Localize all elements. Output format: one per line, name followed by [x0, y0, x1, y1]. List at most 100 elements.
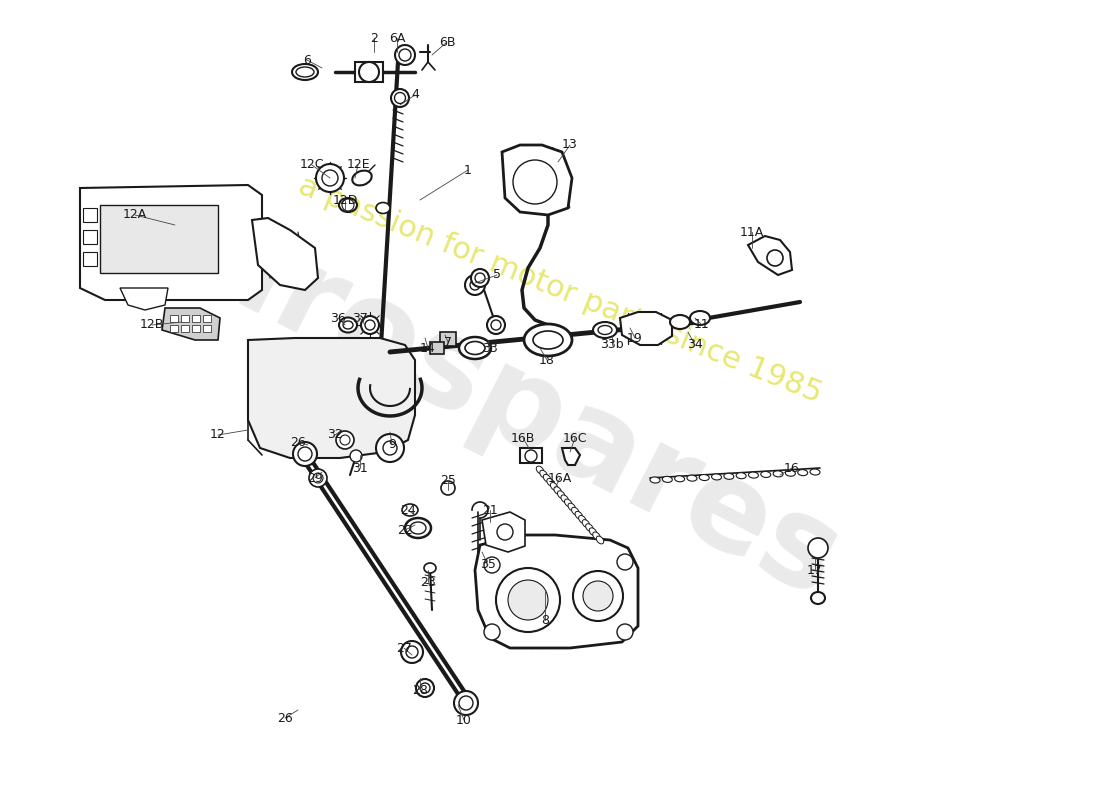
Polygon shape — [120, 288, 168, 310]
Circle shape — [617, 554, 632, 570]
Circle shape — [454, 691, 478, 715]
Ellipse shape — [561, 495, 569, 502]
Ellipse shape — [420, 683, 430, 693]
Polygon shape — [620, 312, 672, 345]
Text: 23: 23 — [420, 575, 436, 589]
Text: 24: 24 — [400, 503, 416, 517]
Ellipse shape — [572, 507, 579, 515]
Circle shape — [525, 450, 537, 462]
Text: 31: 31 — [352, 462, 367, 474]
Text: 4: 4 — [411, 89, 419, 102]
Ellipse shape — [785, 470, 795, 476]
Text: 2: 2 — [370, 31, 378, 45]
Ellipse shape — [537, 466, 543, 474]
Text: 37: 37 — [352, 311, 367, 325]
Text: 12D: 12D — [332, 194, 358, 206]
Ellipse shape — [558, 491, 565, 498]
Circle shape — [383, 441, 397, 455]
Circle shape — [583, 581, 613, 611]
Ellipse shape — [410, 522, 426, 534]
Text: 12A: 12A — [123, 209, 147, 222]
Ellipse shape — [593, 322, 617, 338]
Bar — [182, 325, 189, 332]
Circle shape — [767, 250, 783, 266]
Ellipse shape — [390, 89, 409, 107]
Ellipse shape — [670, 315, 690, 329]
Ellipse shape — [712, 474, 722, 480]
Text: 16A: 16A — [548, 471, 572, 485]
Ellipse shape — [399, 49, 411, 61]
Text: 22: 22 — [397, 523, 412, 537]
Bar — [430, 342, 444, 354]
Text: 27: 27 — [396, 642, 411, 654]
Bar — [192, 325, 200, 332]
Ellipse shape — [568, 503, 575, 511]
Circle shape — [406, 646, 418, 658]
Ellipse shape — [547, 478, 554, 486]
Bar — [204, 315, 211, 322]
Circle shape — [309, 469, 327, 487]
Bar — [170, 315, 178, 322]
Polygon shape — [248, 338, 415, 458]
Text: 33: 33 — [482, 342, 498, 354]
Ellipse shape — [798, 470, 807, 476]
Ellipse shape — [339, 198, 358, 212]
Circle shape — [513, 160, 557, 204]
Text: 16B: 16B — [510, 431, 536, 445]
Bar — [192, 315, 200, 322]
Ellipse shape — [292, 64, 318, 80]
Ellipse shape — [598, 326, 612, 334]
Polygon shape — [162, 308, 220, 340]
Text: 36: 36 — [330, 311, 345, 325]
Ellipse shape — [674, 476, 684, 482]
Circle shape — [376, 434, 404, 462]
Circle shape — [487, 316, 505, 334]
Ellipse shape — [686, 475, 697, 481]
Ellipse shape — [352, 170, 372, 186]
Ellipse shape — [339, 318, 358, 333]
Text: 16C: 16C — [563, 431, 587, 445]
Circle shape — [314, 473, 323, 483]
Text: 18: 18 — [539, 354, 554, 366]
Ellipse shape — [524, 324, 572, 356]
Ellipse shape — [322, 170, 338, 186]
Text: 12: 12 — [210, 429, 225, 442]
Ellipse shape — [724, 474, 734, 479]
Circle shape — [293, 442, 317, 466]
Circle shape — [470, 280, 480, 290]
Polygon shape — [80, 185, 262, 300]
Ellipse shape — [582, 520, 590, 527]
Text: 12C: 12C — [299, 158, 324, 171]
Ellipse shape — [405, 518, 431, 538]
Circle shape — [497, 524, 513, 540]
Text: 12B: 12B — [140, 318, 164, 331]
Bar — [170, 325, 178, 332]
Ellipse shape — [361, 316, 379, 334]
Polygon shape — [252, 218, 318, 290]
Circle shape — [298, 447, 312, 461]
Ellipse shape — [424, 563, 436, 573]
Ellipse shape — [365, 320, 375, 330]
Polygon shape — [502, 145, 572, 215]
Text: 35: 35 — [480, 558, 496, 571]
Text: 8: 8 — [541, 614, 549, 626]
Ellipse shape — [579, 515, 586, 523]
Polygon shape — [482, 512, 525, 552]
Ellipse shape — [465, 342, 485, 354]
Text: 6A: 6A — [388, 31, 405, 45]
Ellipse shape — [395, 45, 415, 65]
Text: 7: 7 — [444, 335, 452, 349]
Ellipse shape — [534, 331, 563, 349]
Ellipse shape — [441, 481, 455, 495]
Bar — [82, 208, 97, 222]
Circle shape — [402, 641, 424, 663]
Circle shape — [471, 269, 490, 287]
Ellipse shape — [395, 93, 406, 103]
Text: 26: 26 — [277, 711, 293, 725]
Circle shape — [336, 431, 354, 449]
Bar — [520, 448, 542, 463]
Text: 28: 28 — [412, 683, 428, 697]
Text: 34: 34 — [688, 338, 703, 351]
Polygon shape — [748, 236, 792, 275]
Circle shape — [340, 435, 350, 445]
